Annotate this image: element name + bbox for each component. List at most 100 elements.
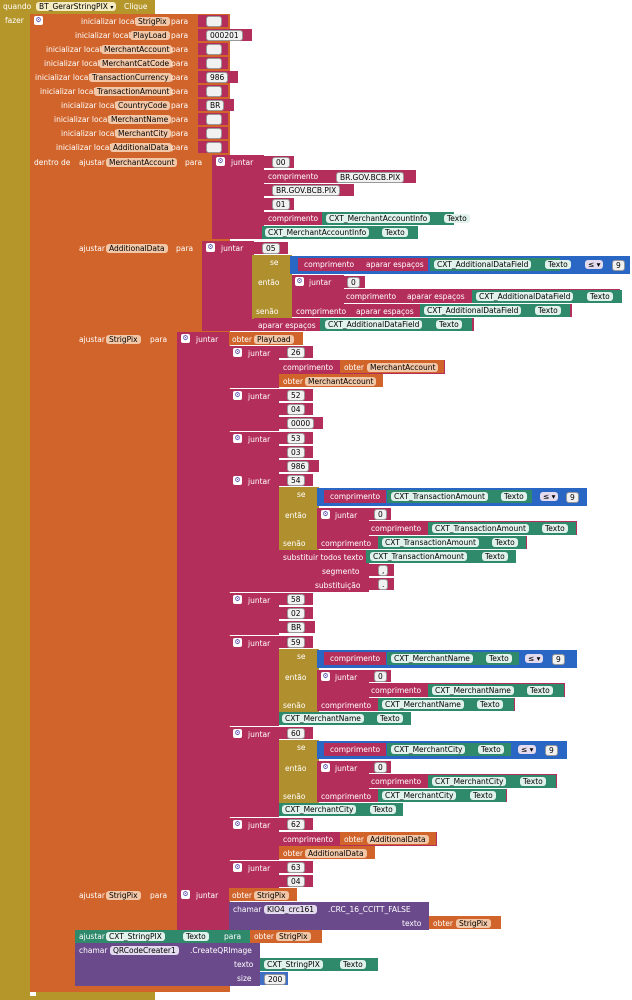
block-field[interactable]: BR.GOV.BCB.PIX: [272, 185, 341, 196]
block-field[interactable]: 26: [287, 347, 305, 358]
block-field[interactable]: ≤ ▾: [585, 260, 604, 269]
block-field[interactable]: .: [378, 579, 389, 590]
block-body[interactable]: [298, 258, 428, 271]
block-field[interactable]: Texto: [477, 700, 503, 709]
local-name[interactable]: TransactionCurrency: [89, 73, 172, 82]
local-name[interactable]: MerchantCatCode: [99, 59, 173, 68]
mutator-gear-icon[interactable]: ⚙: [216, 157, 225, 166]
block-field[interactable]: Texto: [183, 932, 209, 941]
block-field[interactable]: ,: [378, 565, 389, 576]
mutator-gear-icon[interactable]: ⚙: [181, 890, 190, 899]
block-field[interactable]: 01: [272, 199, 290, 210]
block-field[interactable]: Texto: [382, 228, 408, 237]
text-literal[interactable]: BR: [206, 100, 225, 111]
mutator-gear-icon[interactable]: ⚙: [233, 820, 242, 829]
mutator-gear-icon[interactable]: ⚙: [233, 729, 242, 738]
text-literal[interactable]: [206, 142, 222, 153]
block-field[interactable]: 0: [374, 762, 387, 773]
block-field[interactable]: Texto: [492, 538, 518, 547]
if-block[interactable]: [279, 487, 319, 551]
block-field[interactable]: 0: [374, 671, 387, 682]
block-field[interactable]: Texto: [527, 686, 553, 695]
join-block[interactable]: [202, 241, 254, 331]
mutator-gear-icon[interactable]: ⚙: [206, 243, 215, 252]
block-field[interactable]: Texto: [478, 745, 504, 754]
block-field[interactable]: 986: [287, 461, 310, 472]
block-field[interactable]: MerchantAccount: [367, 363, 439, 372]
join-block[interactable]: [229, 636, 279, 726]
block-field[interactable]: StrigPix: [106, 891, 141, 900]
text-literal[interactable]: [206, 16, 222, 27]
block-field[interactable]: Texto: [545, 260, 571, 269]
block-field[interactable]: StrigPix: [456, 919, 491, 928]
block-field[interactable]: 02: [287, 608, 305, 619]
mutator-gear-icon[interactable]: ⚙: [321, 672, 330, 681]
block-field[interactable]: 9: [612, 260, 625, 271]
join-block[interactable]: [177, 332, 229, 890]
block-field[interactable]: Texto: [340, 960, 366, 969]
join-block[interactable]: [229, 474, 279, 592]
block-field[interactable]: CXT_MerchantName: [282, 714, 364, 723]
block-field[interactable]: CXT_StringPIX: [264, 960, 323, 969]
block-field[interactable]: Texto: [482, 552, 508, 561]
block-field[interactable]: ≤ ▾: [540, 492, 559, 501]
block-field[interactable]: BR.GOV.BCB.PIX: [336, 172, 405, 183]
block-field[interactable]: CXT_MerchantCity: [382, 791, 457, 800]
block-field[interactable]: 59: [287, 637, 305, 648]
mutator-gear-icon[interactable]: ⚙: [233, 391, 242, 400]
block-field[interactable]: CXT_MerchantAccountInfo: [265, 228, 370, 237]
if-block[interactable]: [279, 649, 319, 713]
block-field[interactable]: CXT_AdditionalDataField: [476, 292, 574, 301]
mutator-gear-icon[interactable]: ⚙: [233, 638, 242, 647]
text-literal[interactable]: 000201: [206, 30, 243, 41]
block-field[interactable]: Texto: [501, 492, 527, 501]
block-body[interactable]: [324, 652, 386, 665]
block-field[interactable]: Texto: [520, 777, 546, 786]
block-field[interactable]: Texto: [436, 320, 462, 329]
text-literal[interactable]: [206, 114, 222, 125]
block-field[interactable]: CXT_MerchantAccountInfo: [326, 214, 431, 223]
local-name[interactable]: MerchantCity: [115, 129, 171, 138]
join-block[interactable]: [212, 155, 264, 239]
if-block[interactable]: [279, 740, 319, 804]
block-field[interactable]: PlayLoad: [254, 335, 294, 344]
block-field[interactable]: MerchantAccount: [106, 158, 178, 167]
block-field[interactable]: 60: [287, 728, 305, 739]
block-field[interactable]: 9: [552, 654, 565, 665]
text-literal[interactable]: [206, 58, 222, 69]
text-literal[interactable]: 986: [206, 72, 229, 83]
block-field[interactable]: CXT_MerchantCity: [282, 805, 357, 814]
block-field[interactable]: CXT_AdditionalDataField: [434, 260, 532, 269]
block-field[interactable]: CXT_MerchantName: [432, 686, 514, 695]
block-field[interactable]: Texto: [470, 791, 496, 800]
block-field[interactable]: Texto: [377, 714, 403, 723]
mutator-gear-icon[interactable]: ⚙: [295, 277, 304, 286]
block-field[interactable]: Texto: [486, 654, 512, 663]
block-field[interactable]: 9: [566, 492, 579, 503]
mutator-gear-icon[interactable]: ⚙: [233, 863, 242, 872]
block-field[interactable]: CXT_MerchantName: [391, 654, 473, 663]
block-field[interactable]: CXT_TransactionAmount: [391, 492, 488, 501]
block-field[interactable]: AdditionalData: [106, 244, 168, 253]
if-block[interactable]: [252, 255, 292, 319]
replace-all-block[interactable]: [279, 550, 369, 592]
block-field[interactable]: CXT_TransactionAmount: [432, 524, 529, 533]
mutator-gear-icon[interactable]: ⚙: [321, 763, 330, 772]
local-name[interactable]: TransactionAmount: [94, 87, 173, 96]
block-field[interactable]: 52: [287, 390, 305, 401]
block-field[interactable]: Texto: [370, 805, 396, 814]
block-field[interactable]: CXT_TransactionAmount: [370, 552, 467, 561]
mutator-gear-icon[interactable]: ⚙: [233, 476, 242, 485]
block-field[interactable]: AdditionalData: [367, 835, 429, 844]
block-field[interactable]: StrigPix: [276, 932, 311, 941]
block-field[interactable]: CXT_MerchantCity: [432, 777, 507, 786]
local-name[interactable]: MerchantAccount: [101, 45, 173, 54]
block-field[interactable]: 04: [287, 876, 305, 887]
local-name[interactable]: StrigPix: [135, 17, 170, 26]
block-field[interactable]: 63: [287, 862, 305, 873]
block-field[interactable]: ≤ ▾: [518, 745, 537, 754]
block-field[interactable]: 53: [287, 433, 305, 444]
local-name[interactable]: MerchantName: [108, 115, 172, 124]
block-field[interactable]: CXT_AdditionalDataField: [424, 306, 522, 315]
block-field[interactable]: 05: [262, 243, 280, 254]
